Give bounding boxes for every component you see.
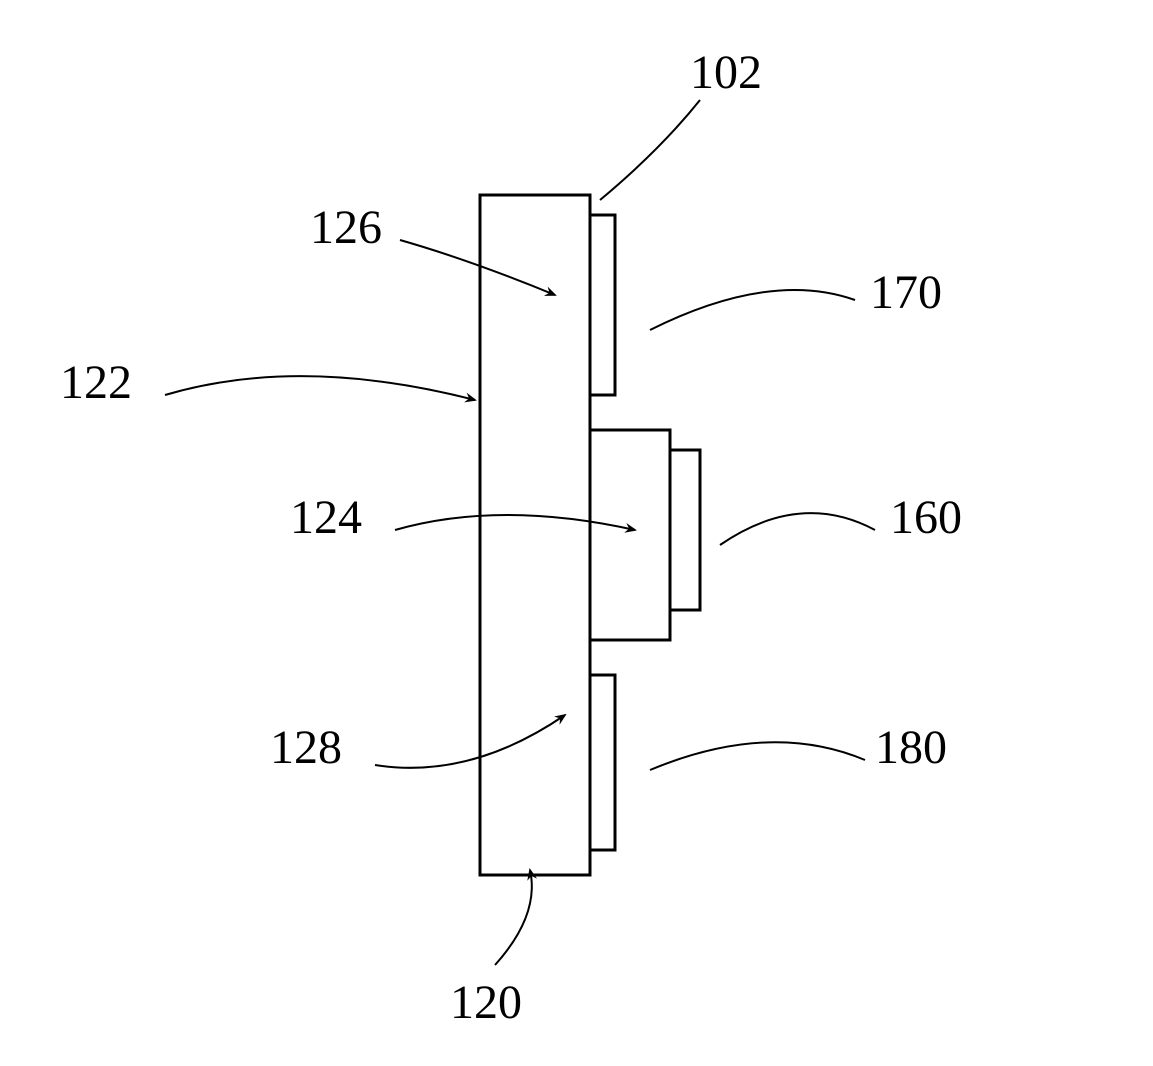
label-128: 128 [270, 720, 342, 775]
leader-120 [495, 870, 532, 965]
leader-170 [650, 290, 855, 330]
label-160: 160 [890, 490, 962, 545]
leader-128 [375, 715, 565, 768]
technical-drawing [0, 0, 1153, 1066]
leader-102 [600, 100, 700, 200]
label-180: 180 [875, 720, 947, 775]
label-170: 170 [870, 265, 942, 320]
leader-126 [400, 240, 555, 295]
leader-124 [395, 515, 635, 530]
leader-180 [650, 742, 865, 770]
leader-122 [165, 376, 475, 400]
label-124: 124 [290, 490, 362, 545]
leader-160 [720, 513, 875, 545]
label-122: 122 [60, 355, 132, 410]
label-126: 126 [310, 200, 382, 255]
inner-separators [590, 215, 670, 850]
label-102: 102 [690, 45, 762, 100]
leader-lines [165, 100, 875, 965]
label-120: 120 [450, 975, 522, 1030]
